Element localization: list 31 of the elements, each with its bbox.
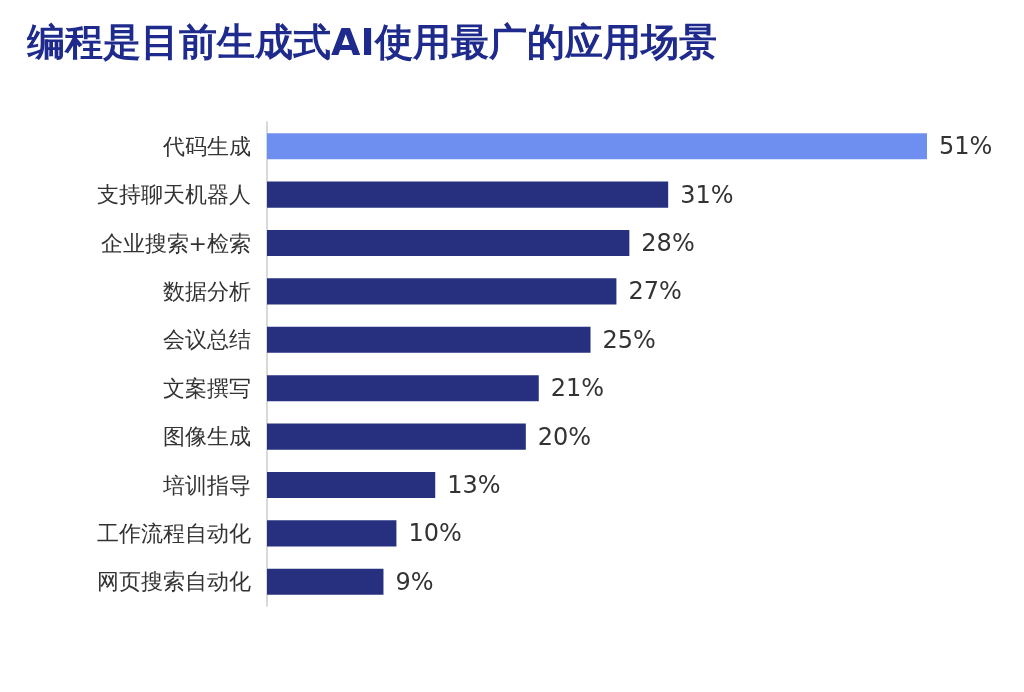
y-tick-label: 企业搜索+检索 [100, 230, 251, 256]
data-label: 27% [628, 277, 682, 306]
y-tick-label: 培训指导 [162, 472, 251, 498]
data-label: 9% [395, 567, 434, 596]
data-label: 21% [550, 374, 605, 403]
y-tick-label: 数据分析 [163, 278, 251, 304]
data-label: 25% [602, 325, 656, 354]
data-label: 13% [447, 471, 501, 499]
y-tick-label: 工作流程自动化 [97, 520, 251, 546]
data-label: 10% [408, 519, 462, 548]
data-label: 51% [939, 132, 993, 161]
bar [267, 229, 630, 257]
data-label: 20% [537, 422, 592, 451]
bar [267, 471, 436, 499]
bar [267, 568, 384, 595]
bar [267, 423, 526, 450]
bar [267, 133, 927, 160]
y-tick-label: 图像生成 [163, 424, 251, 450]
data-label: 28% [641, 229, 695, 257]
y-tick-label: 支持聊天机器人 [97, 182, 251, 208]
y-tick-label: 代码生成 [162, 133, 251, 159]
y-tick-label: 文案撰写 [163, 375, 251, 401]
y-tick-label: 网页搜索自动化 [97, 569, 251, 595]
bar [267, 520, 397, 547]
y-tick-label: 会议总结 [163, 327, 251, 353]
bar [267, 375, 539, 402]
bar [267, 278, 617, 305]
data-label: 31% [680, 180, 734, 209]
chart-title: 编程是目前生成式AI使用最广的应用场景 [26, 20, 717, 64]
bar [267, 326, 591, 353]
bar [267, 181, 669, 208]
